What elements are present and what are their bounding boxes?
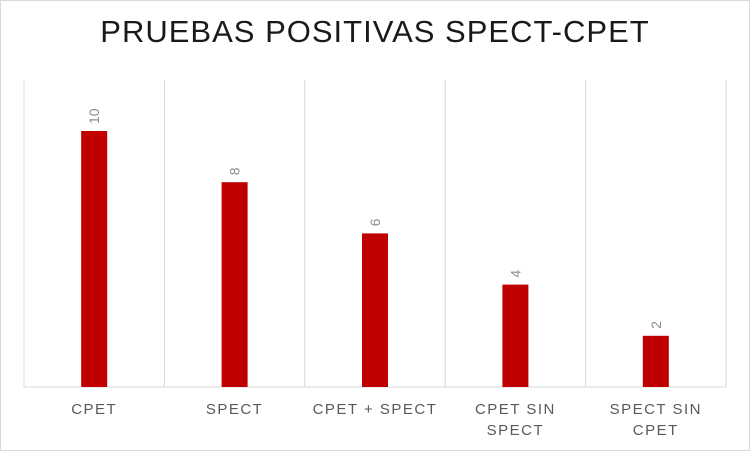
x-tick-label: CPET [633, 422, 679, 439]
data-label: 4 [507, 270, 523, 278]
bar [362, 233, 388, 387]
x-tick-label: CPET + SPECT [313, 401, 438, 418]
chart-title: PRUEBAS POSITIVAS SPECT-CPET [100, 14, 650, 49]
x-tick-label: CPET [71, 401, 117, 418]
x-tick-label: CPET SIN [475, 401, 556, 418]
bar [81, 131, 108, 387]
x-tick-label: SPECT SIN [610, 401, 702, 418]
x-tick-label: SPECT [487, 422, 545, 439]
x-tick-label: SPECT [206, 401, 264, 418]
data-label: 2 [648, 321, 664, 329]
bar [642, 335, 669, 387]
data-label: 10 [86, 108, 102, 124]
data-label: 6 [367, 218, 383, 226]
bar [221, 182, 248, 387]
bar [502, 284, 529, 387]
data-label: 8 [227, 167, 243, 175]
